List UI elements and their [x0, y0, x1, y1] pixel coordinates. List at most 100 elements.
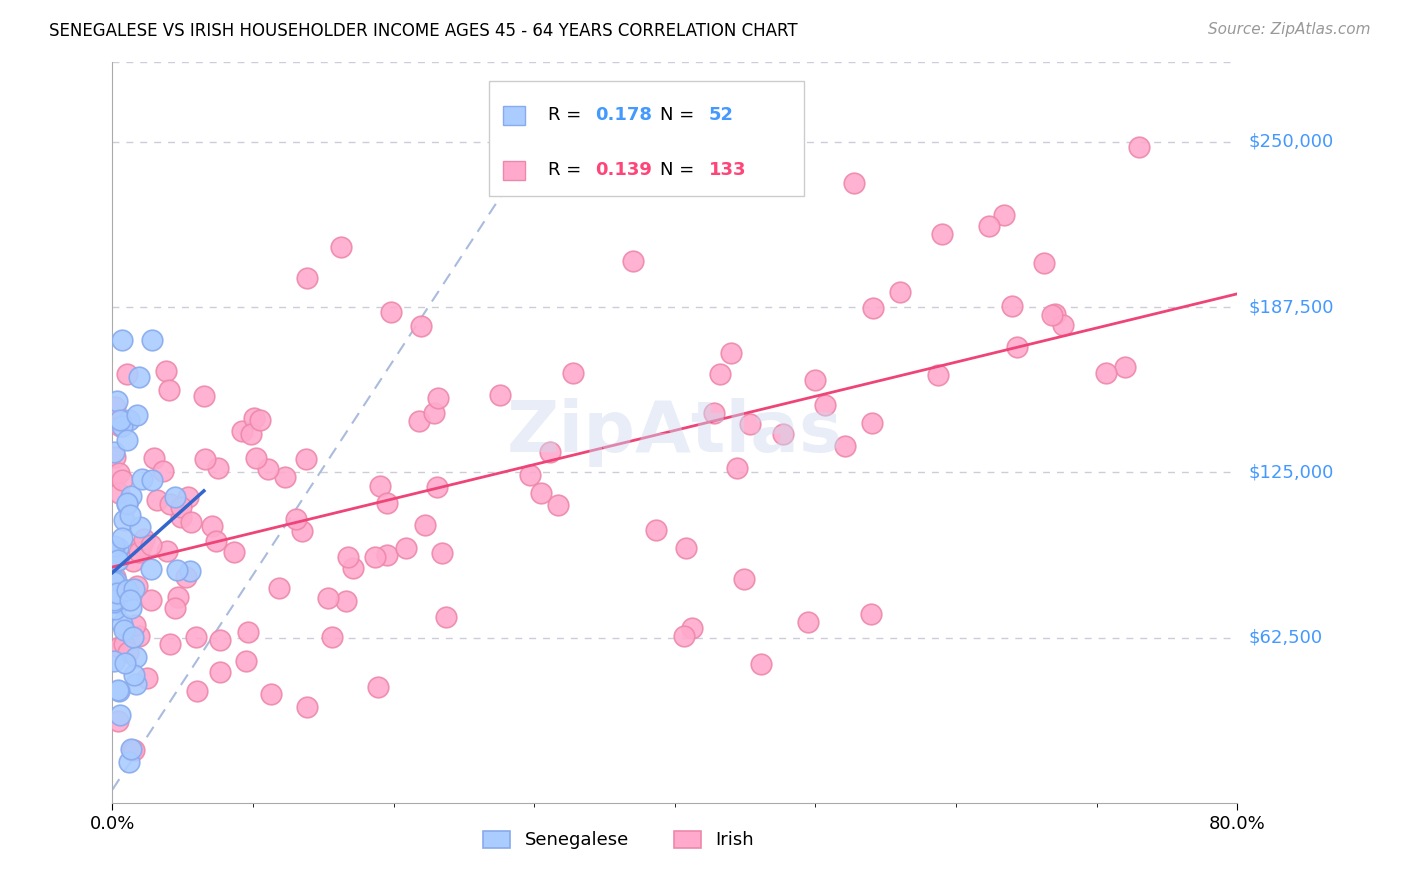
Point	[120, 601, 142, 615]
FancyBboxPatch shape	[503, 161, 526, 179]
Point	[681, 621, 703, 635]
Point	[375, 548, 398, 562]
Point	[120, 508, 142, 522]
Point	[1052, 318, 1074, 332]
Point	[122, 630, 145, 644]
Point	[103, 574, 125, 589]
Point	[156, 544, 179, 558]
Text: $62,500: $62,500	[1249, 629, 1323, 647]
Point	[118, 755, 141, 769]
Point	[105, 586, 128, 600]
Point	[274, 469, 297, 483]
Text: Source: ZipAtlas.com: Source: ZipAtlas.com	[1208, 22, 1371, 37]
Point	[120, 741, 142, 756]
Text: 0.178: 0.178	[595, 106, 652, 124]
Point	[201, 519, 224, 533]
Text: 52: 52	[709, 106, 734, 124]
Point	[107, 587, 129, 601]
Point	[124, 617, 146, 632]
Point	[114, 657, 136, 671]
Text: N =: N =	[661, 106, 700, 124]
Point	[316, 591, 339, 605]
Point	[110, 419, 132, 434]
Point	[122, 668, 145, 682]
Point	[1033, 256, 1056, 270]
Point	[321, 630, 343, 644]
Point	[844, 176, 866, 190]
Point	[155, 364, 177, 378]
Text: $125,000: $125,000	[1249, 463, 1334, 482]
Point	[425, 480, 447, 494]
Point	[862, 301, 884, 316]
Point	[295, 699, 318, 714]
Point	[364, 549, 387, 564]
Point	[103, 540, 125, 554]
Point	[163, 600, 186, 615]
Point	[136, 671, 159, 685]
Point	[118, 412, 141, 426]
Point	[118, 593, 141, 607]
Point	[170, 510, 193, 524]
Text: R =: R =	[548, 161, 586, 179]
Point	[120, 489, 142, 503]
Point	[337, 549, 360, 564]
Point	[284, 512, 307, 526]
Point	[644, 523, 666, 537]
Point	[342, 561, 364, 575]
Point	[1005, 339, 1028, 353]
Point	[111, 419, 134, 434]
Point	[104, 450, 127, 465]
Point	[186, 630, 208, 644]
Point	[380, 305, 402, 319]
Point	[111, 531, 134, 545]
Text: SENEGALESE VS IRISH HOUSEHOLDER INCOME AGES 45 - 64 YEARS CORRELATION CHART: SENEGALESE VS IRISH HOUSEHOLDER INCOME A…	[49, 22, 797, 40]
Point	[104, 570, 127, 584]
Point	[889, 285, 911, 300]
Point	[180, 515, 202, 529]
Point	[207, 460, 229, 475]
Point	[122, 743, 145, 757]
Point	[129, 520, 152, 534]
Point	[103, 593, 125, 607]
Point	[1128, 140, 1150, 154]
Point	[107, 682, 129, 697]
Point	[166, 563, 188, 577]
Text: 0.139: 0.139	[595, 161, 652, 179]
Point	[434, 610, 457, 624]
Point	[193, 389, 215, 403]
Point	[709, 367, 731, 381]
Point	[107, 541, 129, 555]
Point	[125, 677, 148, 691]
Point	[111, 333, 134, 347]
Point	[1001, 299, 1024, 313]
Point	[395, 541, 418, 555]
Point	[409, 318, 432, 333]
Point	[159, 637, 181, 651]
Point	[141, 333, 163, 347]
Point	[720, 346, 742, 360]
Point	[108, 684, 131, 698]
Point	[103, 654, 125, 668]
Point	[222, 544, 245, 558]
Point	[993, 208, 1015, 222]
Point	[112, 513, 135, 527]
Point	[117, 645, 139, 659]
Point	[209, 632, 232, 647]
Legend: Senegalese, Irish: Senegalese, Irish	[475, 823, 762, 856]
Point	[797, 615, 820, 630]
Text: $187,500: $187,500	[1249, 298, 1334, 316]
Point	[423, 406, 446, 420]
Point	[243, 410, 266, 425]
Point	[110, 616, 132, 631]
FancyBboxPatch shape	[489, 81, 804, 195]
Point	[205, 534, 228, 549]
Point	[169, 500, 191, 515]
Point	[519, 467, 541, 482]
Point	[672, 629, 695, 643]
Point	[103, 595, 125, 609]
Point	[294, 452, 316, 467]
Point	[107, 485, 129, 500]
Point	[368, 478, 391, 492]
Point	[122, 554, 145, 568]
Point	[1040, 309, 1063, 323]
